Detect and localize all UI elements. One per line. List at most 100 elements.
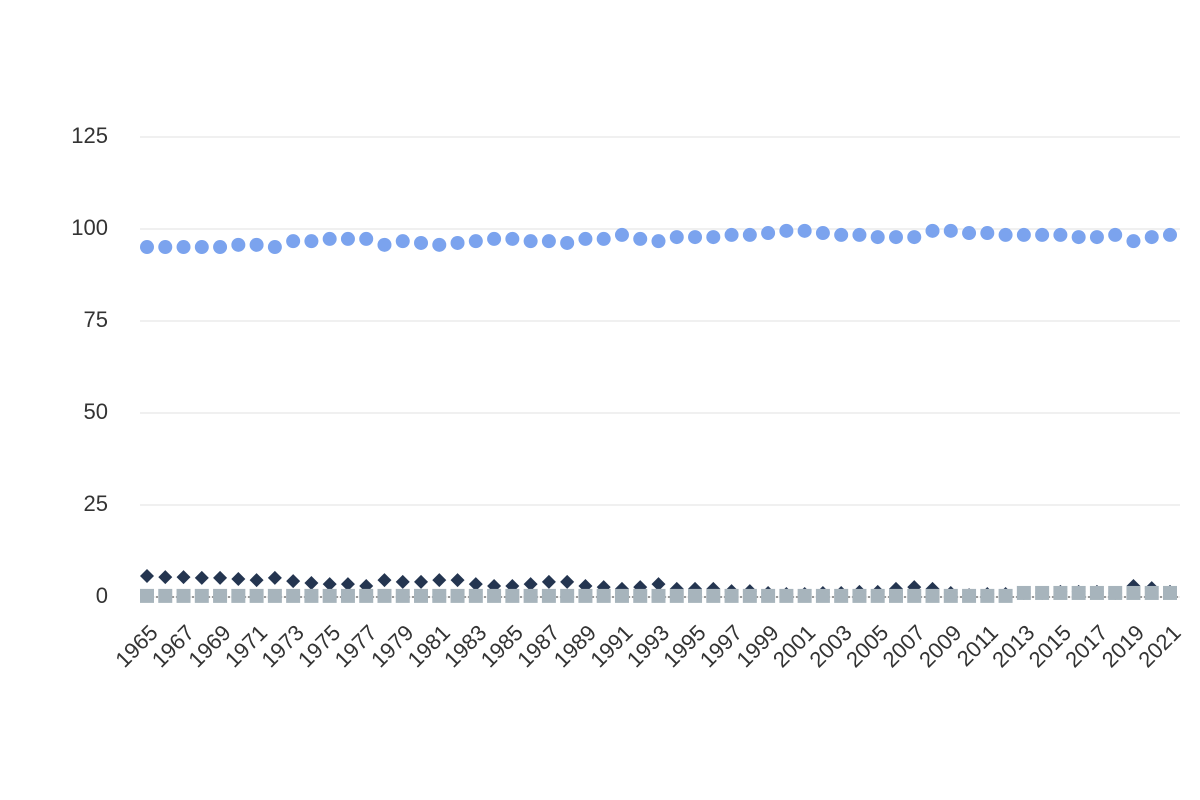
point [560, 235, 575, 250]
point [1016, 585, 1031, 600]
point [1163, 585, 1177, 600]
y-tick-label: 50 [84, 399, 108, 424]
point [578, 588, 593, 603]
point [541, 588, 556, 603]
y-tick-label: 25 [84, 491, 108, 516]
point [852, 227, 867, 242]
point [742, 227, 757, 242]
point [158, 240, 173, 255]
point [962, 588, 977, 603]
point [1053, 227, 1068, 242]
point [724, 227, 739, 242]
point [925, 588, 940, 603]
point [834, 588, 849, 603]
point [596, 231, 611, 246]
point [688, 230, 703, 245]
point [943, 588, 958, 603]
point [414, 574, 429, 589]
point [140, 569, 154, 584]
y-tick-label: 100 [71, 215, 108, 240]
point [614, 588, 629, 603]
point [194, 588, 209, 603]
point [669, 588, 684, 603]
point [1108, 585, 1123, 600]
point [1071, 585, 1086, 600]
point [1035, 227, 1050, 242]
point [377, 573, 392, 588]
point [213, 570, 228, 585]
point [249, 588, 264, 603]
point [633, 231, 648, 246]
point [651, 234, 666, 249]
point [249, 573, 264, 588]
point [194, 570, 209, 585]
point [176, 588, 191, 603]
point [487, 231, 502, 246]
point [140, 240, 154, 255]
y-tick-label: 0 [96, 583, 108, 608]
point [414, 588, 429, 603]
point [158, 588, 173, 603]
point [578, 231, 593, 246]
point [633, 588, 648, 603]
point [541, 234, 556, 249]
point [706, 230, 721, 245]
point [286, 588, 301, 603]
point [815, 588, 830, 603]
point [651, 577, 666, 592]
point [231, 588, 246, 603]
point [1144, 585, 1159, 600]
point [140, 588, 154, 603]
point [925, 223, 940, 238]
point [560, 588, 575, 603]
point [943, 223, 958, 238]
point [980, 226, 995, 241]
point [688, 588, 703, 603]
point [651, 588, 666, 603]
point [377, 588, 392, 603]
point [395, 588, 410, 603]
point [1144, 230, 1159, 245]
point [888, 588, 903, 603]
point [286, 574, 301, 589]
point [870, 230, 885, 245]
point [614, 227, 629, 242]
point [761, 588, 776, 603]
point [761, 226, 776, 241]
point [834, 227, 849, 242]
point [779, 223, 794, 238]
point [286, 234, 301, 249]
point [852, 588, 867, 603]
point [432, 588, 447, 603]
point [815, 226, 830, 241]
point [213, 588, 228, 603]
point [742, 588, 757, 603]
point [304, 234, 319, 249]
point [468, 577, 483, 592]
point [176, 570, 191, 585]
point [505, 588, 520, 603]
point [998, 227, 1013, 242]
point [194, 240, 209, 255]
point [669, 230, 684, 245]
point [1163, 227, 1177, 242]
point [1053, 585, 1068, 600]
point [432, 237, 447, 252]
point [1089, 585, 1104, 600]
point [267, 240, 282, 255]
point [998, 588, 1013, 603]
point [487, 588, 502, 603]
point [724, 588, 739, 603]
point [450, 588, 465, 603]
point [322, 231, 337, 246]
point [432, 573, 447, 588]
point [1035, 585, 1050, 600]
point [1126, 234, 1141, 249]
point [450, 235, 465, 250]
point [231, 571, 246, 586]
point [523, 588, 538, 603]
point [213, 240, 228, 255]
point [322, 577, 337, 592]
point [395, 574, 410, 589]
